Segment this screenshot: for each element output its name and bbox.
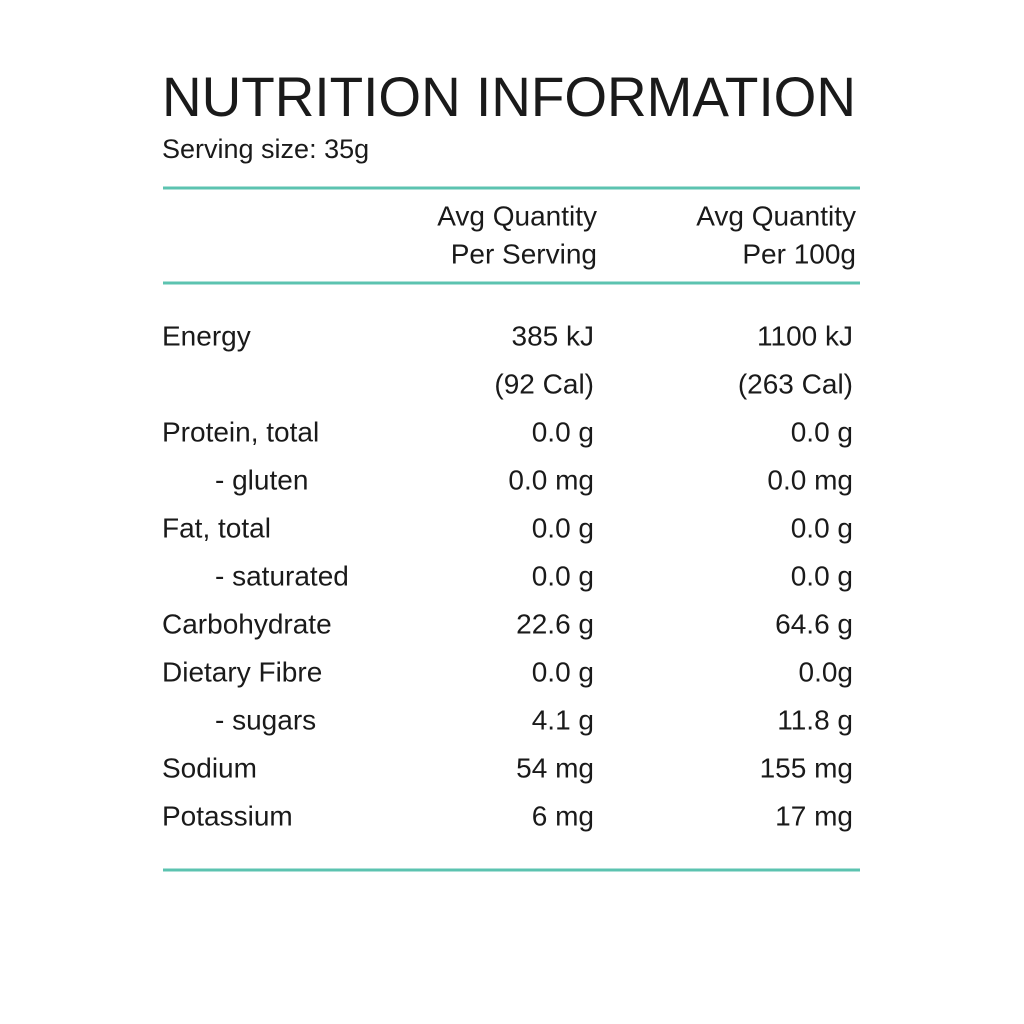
cell-value: 54 mg	[516, 752, 594, 783]
row-label: - gluten	[215, 464, 308, 495]
column-header: Per Serving	[451, 238, 597, 269]
row-label: Dietary Fibre	[162, 656, 322, 687]
cell-value: 22.6 g	[516, 608, 594, 639]
cell-value: 0.0 mg	[767, 464, 853, 495]
row-label: Carbohydrate	[162, 608, 332, 639]
cell-value: 0.0 g	[791, 512, 853, 543]
cell-value: 0.0 g	[532, 656, 594, 687]
column-header: Per 100g	[742, 238, 856, 269]
cell-value: 0.0 g	[791, 560, 853, 591]
row-label: Sodium	[162, 752, 257, 783]
row-label: - sugars	[215, 704, 316, 735]
cell-value: 0.0 g	[532, 416, 594, 447]
cell-value: 0.0 mg	[508, 464, 594, 495]
column-header: Avg Quantity	[437, 200, 597, 231]
cell-value: 6 mg	[532, 800, 594, 831]
cell-value: 155 mg	[760, 752, 853, 783]
cell-value: 0.0 g	[532, 560, 594, 591]
cell-value: 64.6 g	[775, 608, 853, 639]
row-label: Energy	[162, 320, 251, 351]
serving-size: Serving size: 35g	[162, 134, 369, 164]
cell-value: 0.0 g	[791, 416, 853, 447]
cell-value: 1100 kJ	[757, 320, 853, 351]
row-label: Protein, total	[162, 416, 319, 447]
cell-value: 0.0g	[799, 656, 854, 687]
cell-value: 17 mg	[775, 800, 853, 831]
cell-value: (92 Cal)	[494, 368, 594, 399]
cell-value: 385 kJ	[512, 320, 595, 351]
title: NUTRITION INFORMATION	[162, 65, 856, 128]
row-label: - saturated	[215, 560, 349, 591]
row-label: Potassium	[162, 800, 293, 831]
cell-value: 4.1 g	[532, 704, 594, 735]
column-header: Avg Quantity	[696, 200, 856, 231]
cell-value: 11.8 g	[777, 704, 853, 735]
cell-value: 0.0 g	[532, 512, 594, 543]
row-label: Fat, total	[162, 512, 271, 543]
cell-value: (263 Cal)	[738, 368, 853, 399]
